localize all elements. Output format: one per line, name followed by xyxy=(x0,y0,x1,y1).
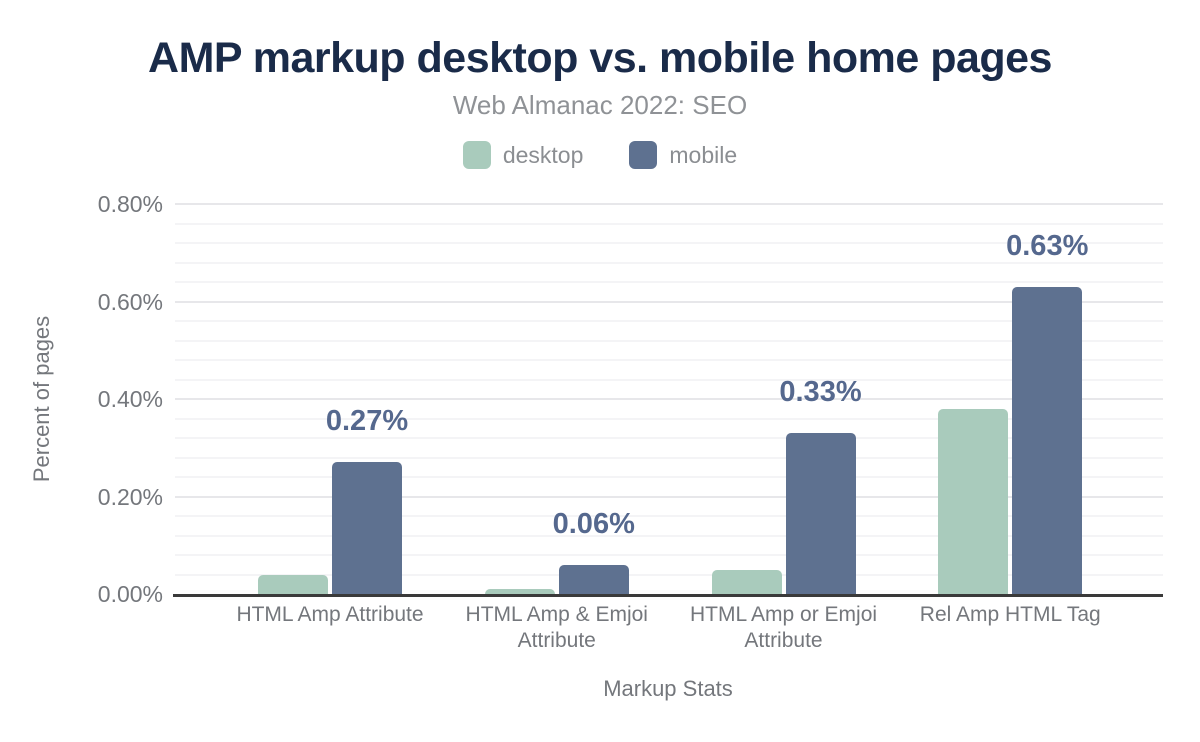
x-tick-1: HTML Amp Attribute xyxy=(236,603,424,626)
legend: desktop mobile xyxy=(0,141,1200,169)
legend-label-mobile: mobile xyxy=(669,141,738,168)
bar-desktop-4 xyxy=(938,408,1009,594)
y-tick-0.40%: 0.40% xyxy=(97,386,163,412)
bar-desktop-3 xyxy=(711,569,782,594)
gridline-minor xyxy=(175,534,1163,537)
bar-desktop-2 xyxy=(484,589,555,594)
legend-label-desktop: desktop xyxy=(502,141,584,168)
gridline-minor xyxy=(175,281,1163,283)
bar-mobile-4 xyxy=(1012,286,1083,594)
x-tick-2: HTML Amp & Emjoi Attribute xyxy=(465,603,648,652)
y-tick-0.20%: 0.20% xyxy=(97,483,163,510)
gridline-minor xyxy=(175,359,1163,361)
legend-swatch-mobile xyxy=(629,141,658,169)
x-tick-4: Rel Amp HTML Tag xyxy=(919,603,1101,626)
bar-mobile-1 xyxy=(332,462,402,594)
gridline-minor xyxy=(175,515,1163,517)
gridline-major xyxy=(175,398,1163,400)
gridline-minor xyxy=(175,320,1163,322)
gridline-minor xyxy=(175,242,1163,244)
gridline-minor xyxy=(175,378,1163,381)
data-label-mobile-2: 0.06% xyxy=(552,507,635,540)
gridline-minor xyxy=(175,261,1163,264)
x-tick-3: HTML Amp or Emjoi Attribute xyxy=(689,603,878,652)
gridline-minor xyxy=(175,554,1163,556)
y-tick-0.00%: 0.00% xyxy=(97,581,163,607)
gridline-minor xyxy=(175,222,1163,225)
gridline-minor xyxy=(175,437,1163,439)
y-tick-0.80%: 0.80% xyxy=(97,191,163,217)
data-label-mobile-4: 0.63% xyxy=(1006,229,1089,262)
y-tick-0.60%: 0.60% xyxy=(97,288,163,315)
bar-desktop-1 xyxy=(258,574,328,594)
data-label-mobile-3: 0.33% xyxy=(779,376,862,409)
gridline-major xyxy=(175,495,1163,498)
gridline-major xyxy=(175,203,1163,205)
bar-mobile-2 xyxy=(558,564,629,594)
gridline-minor xyxy=(175,573,1163,576)
chart-subtitle: Web Almanac 2022: SEO xyxy=(452,90,748,120)
gridline-major xyxy=(175,300,1163,303)
y-axis-title: Percent of pages xyxy=(29,315,54,483)
x-axis-title: Markup Stats xyxy=(603,676,733,701)
data-label-mobile-1: 0.27% xyxy=(325,405,409,438)
gridline-minor xyxy=(175,456,1163,459)
legend-swatch-desktop xyxy=(462,141,491,169)
gridline-minor xyxy=(175,476,1163,478)
legend-item-desktop: desktop xyxy=(462,141,584,169)
gridline-minor xyxy=(175,417,1163,420)
legend-item-mobile: mobile xyxy=(629,141,737,169)
plot-area: 0.27% 0.06% 0.33% 0.63% xyxy=(173,203,1163,597)
bar-mobile-3 xyxy=(785,433,856,594)
gridline-minor xyxy=(175,339,1163,342)
chart-title: AMP markup desktop vs. mobile home pages xyxy=(148,34,1052,82)
